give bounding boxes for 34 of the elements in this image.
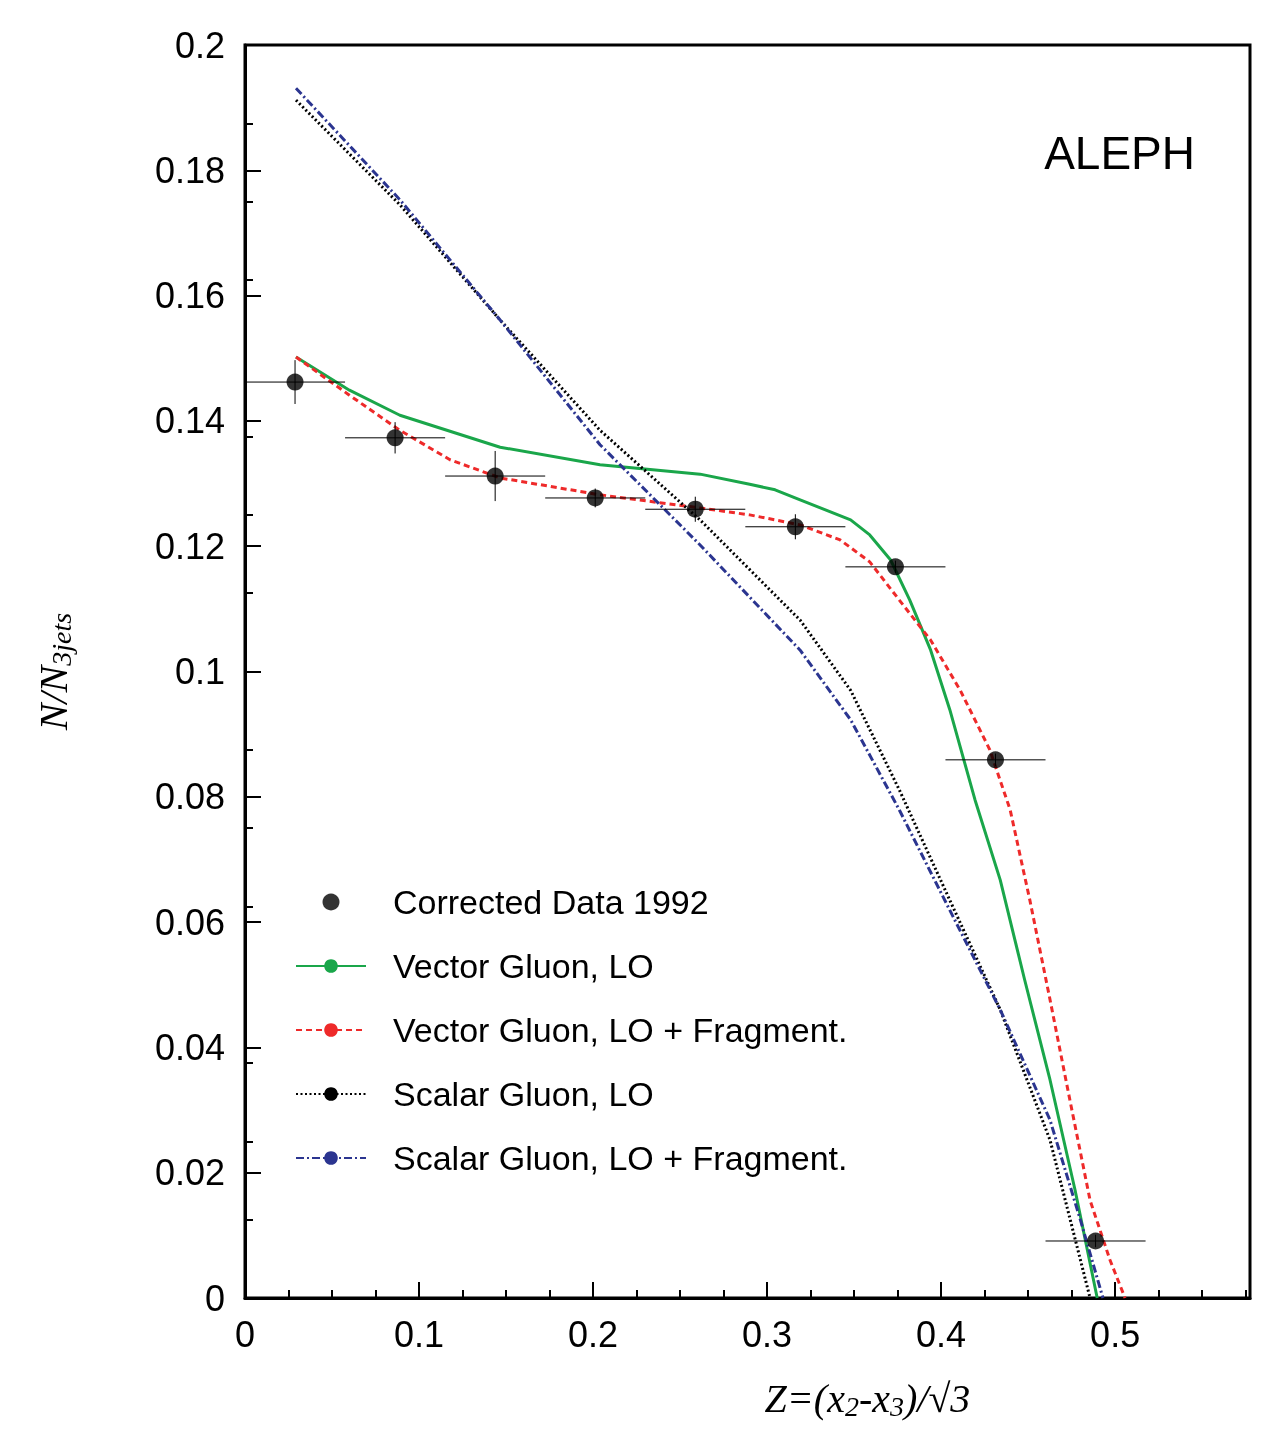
point	[386, 429, 404, 447]
legend-label: Corrected Data 1992	[393, 883, 709, 921]
x-axis-title: Z=(x2-x3)/√3	[764, 1375, 971, 1422]
y-tick-label: 0.1	[174, 651, 225, 692]
y-tick-label: 0.12	[154, 525, 225, 567]
y-tick-label: 0.16	[154, 275, 225, 317]
point	[786, 518, 804, 536]
x-tick-label: 0.1	[394, 1313, 445, 1355]
legend-label: Vector Gluon, LO + Fragment.	[393, 1011, 848, 1049]
x-tick-label: 0	[234, 1313, 256, 1355]
annotation: ALEPH	[1044, 127, 1196, 179]
y-tick-label: 0.02	[154, 1152, 225, 1194]
y-axis-title: N/N3jets	[30, 612, 77, 732]
x-tick-label: 0.3	[742, 1313, 793, 1355]
y-tick-label: 0.14	[154, 400, 225, 442]
y-tick-label: 0.04	[154, 1026, 225, 1068]
point	[987, 751, 1004, 769]
point	[886, 558, 904, 576]
y-tick-label: 0.2	[174, 24, 225, 66]
y-tick-label: 0.18	[154, 149, 225, 191]
point	[286, 373, 304, 391]
x-tick-label: 0.4	[916, 1313, 967, 1355]
legend-label: Vector Gluon, LO	[393, 947, 654, 985]
x-tick-label: 0.5	[1090, 1313, 1141, 1355]
point	[686, 500, 704, 518]
legend-label: Scalar Gluon, LO + Fragment.	[393, 1139, 848, 1177]
y-tick-label: 0	[204, 1277, 225, 1319]
y-tick-label: 0.06	[154, 901, 225, 943]
x-tick-label: 0.2	[568, 1313, 619, 1355]
point	[1087, 1232, 1105, 1250]
legend-label: Scalar Gluon, LO	[393, 1075, 654, 1113]
point	[586, 489, 604, 507]
point	[486, 467, 504, 485]
y-tick-label: 0.08	[154, 776, 225, 818]
